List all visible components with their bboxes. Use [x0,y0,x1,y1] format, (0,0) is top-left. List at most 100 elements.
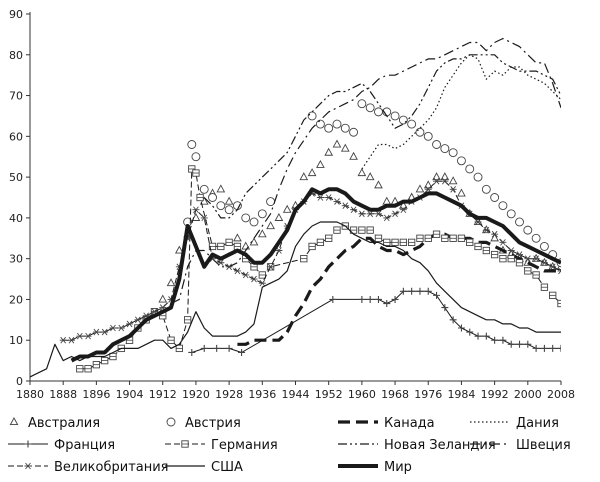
legend-swatch-marker [181,440,189,448]
legend-item-5: Германия [165,438,278,453]
data-point [374,295,382,303]
data-point [329,295,337,303]
data-point [358,295,366,303]
data-point [158,294,168,303]
y-tick-label: 70 [9,90,23,103]
data-point [366,210,374,218]
legend-item-1: Австрия [166,416,241,431]
series-9 [30,221,561,378]
data-point [516,251,524,258]
data-point [491,336,499,344]
legend-swatch-marker [24,462,32,470]
data-point [225,238,233,247]
data-point [374,180,383,189]
data-point [456,156,466,166]
data-point [340,143,350,152]
data-point [366,226,374,234]
data-point [416,234,424,242]
data-point [241,241,251,250]
data-point [408,238,416,247]
data-point [441,177,449,185]
data-point [383,214,391,222]
data-point [457,188,466,197]
data-point [482,332,490,340]
data-point [474,332,482,340]
data-point [448,176,458,185]
data-point [332,119,342,129]
data-point [490,250,499,259]
x-tick-label: 1952 [315,388,343,401]
x-tick-label: 1984 [447,388,475,401]
data-point [383,238,391,247]
y-tick-label: 10 [9,334,23,347]
data-point [357,99,367,109]
data-point [440,172,450,181]
data-point [349,127,359,137]
data-point [257,229,267,238]
data-point [191,152,201,162]
data-point [208,193,217,202]
data-point [257,209,267,219]
legend-item-10: Мир [338,460,412,475]
data-point [349,226,358,234]
data-point [474,218,482,226]
data-point [557,299,561,308]
data-point [383,300,391,308]
data-point [433,291,441,299]
data-point [358,226,366,234]
data-point [391,210,399,218]
data-point [466,328,474,336]
data-point [524,255,532,262]
data-point [424,287,432,295]
x-tick-label: 1968 [381,388,409,401]
data-point [499,255,507,263]
data-point [217,259,225,267]
data-point [196,193,204,202]
data-point [498,201,508,211]
legend-label: Австралия [28,416,100,431]
data-point [315,119,325,129]
data-point [358,210,366,218]
data-point [274,212,284,221]
data-point [423,131,433,141]
data-point [250,275,258,283]
data-point [473,172,483,182]
data-point [332,139,342,148]
y-tick-label: 40 [9,212,23,225]
y-tick-label: 30 [9,253,23,266]
data-point [307,111,317,121]
x-tick-label: 1896 [82,388,110,401]
data-point [117,324,125,332]
x-tick-label: 1936 [248,388,276,401]
data-point [316,194,324,201]
data-point [217,242,225,251]
data-point [365,172,375,181]
data-point [531,253,541,262]
y-tick-label: 80 [9,49,23,62]
x-tick-label: 2000 [514,388,542,401]
data-point [549,291,557,300]
series-10 [70,187,561,363]
data-point [399,238,408,247]
data-point [258,279,266,287]
data-point [540,283,549,291]
data-point [432,230,441,238]
legend-item-3: Дания [470,416,559,431]
data-point [481,184,491,194]
data-point [300,255,308,263]
data-point [424,234,432,242]
data-point [357,168,367,177]
series-1 [183,99,561,268]
legend-item-0: Австралия [9,416,100,431]
legend-label: Новая Зеландия [384,438,496,453]
data-point [416,287,424,295]
data-point [187,140,197,149]
series-line [170,37,561,305]
data-point [365,103,375,113]
data-point [59,336,67,344]
data-point [440,144,450,154]
plot-area [30,37,561,378]
series-line [70,187,561,363]
data-point [465,164,475,174]
data-point [532,255,540,262]
